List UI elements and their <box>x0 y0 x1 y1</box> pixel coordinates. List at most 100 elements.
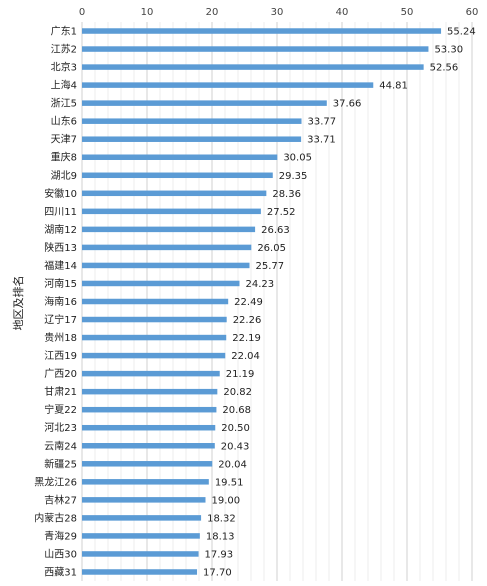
value-label: 44.81 <box>379 81 408 92</box>
value-label: 19.00 <box>212 495 241 506</box>
category-label: 山西30 <box>44 548 77 560</box>
value-label: 52.56 <box>430 63 459 74</box>
bar <box>82 226 256 233</box>
category-label: 湖南12 <box>44 223 77 236</box>
bar <box>82 406 217 413</box>
value-label: 33.77 <box>308 117 337 128</box>
value-label: 25.77 <box>256 261 285 272</box>
category-label: 天津7 <box>51 134 77 146</box>
value-labels: 55.24 53.30 52.56 44.81 37.66 33.77 33.71 30.05… <box>203 27 476 579</box>
value-label: 29.35 <box>279 171 308 182</box>
bar <box>82 28 442 34</box>
bar <box>82 515 202 521</box>
category-label: 甘肃21 <box>44 385 77 398</box>
value-label: 24.23 <box>245 279 274 290</box>
x-tick-label: 10 <box>141 7 154 18</box>
bar <box>82 569 198 575</box>
bar <box>82 461 213 467</box>
x-tick-label: 20 <box>206 7 219 18</box>
category-label: 河南15 <box>44 277 77 290</box>
value-label: 18.32 <box>207 513 236 524</box>
category-label: 福建14 <box>44 259 77 272</box>
bar <box>82 244 252 251</box>
value-label: 26.05 <box>257 243 286 254</box>
bar <box>82 100 327 106</box>
x-axis-ticks: 0 10 20 30 40 50 60 <box>79 7 479 18</box>
category-label: 海南16 <box>44 295 77 308</box>
value-label: 17.93 <box>205 549 234 560</box>
category-label: 吉林27 <box>44 493 77 506</box>
category-label: 河北23 <box>44 422 77 434</box>
value-label: 28.36 <box>272 189 301 200</box>
bar <box>82 352 226 359</box>
x-tick-label: 40 <box>336 7 349 18</box>
bar <box>82 334 227 341</box>
bar <box>82 118 302 124</box>
value-label: 22.26 <box>233 315 262 326</box>
value-label: 20.82 <box>223 387 252 398</box>
category-label: 新疆25 <box>44 457 77 470</box>
category-label: 江苏2 <box>51 43 77 56</box>
bar <box>82 388 218 395</box>
bar <box>82 533 200 539</box>
bar <box>82 551 199 557</box>
bar <box>82 424 216 431</box>
x-tick-label: 0 <box>79 7 85 18</box>
value-label: 22.49 <box>234 297 263 308</box>
category-label: 黑龙江26 <box>34 475 77 488</box>
x-tick-label: 30 <box>271 7 284 18</box>
bar <box>82 82 374 88</box>
value-label: 37.66 <box>333 99 362 110</box>
category-label: 湖北9 <box>51 170 77 182</box>
bar <box>82 316 227 323</box>
category-label: 浙江5 <box>51 98 77 110</box>
bar <box>82 136 302 142</box>
value-label: 18.13 <box>206 531 235 542</box>
value-label: 26.63 <box>261 225 290 236</box>
category-label: 云南24 <box>44 439 77 452</box>
bar <box>82 64 424 70</box>
bar <box>82 154 278 160</box>
category-label: 江西19 <box>44 350 77 362</box>
value-label: 22.19 <box>232 333 261 344</box>
category-label: 安徽10 <box>44 187 77 200</box>
value-label: 21.19 <box>226 369 255 380</box>
bar <box>82 280 240 287</box>
bar <box>82 370 220 377</box>
bar <box>82 443 215 449</box>
category-label: 广西20 <box>44 368 77 380</box>
category-label: 北京3 <box>51 61 77 74</box>
category-label: 山东6 <box>51 115 77 128</box>
category-label: 贵州18 <box>44 331 77 344</box>
category-label: 陕西13 <box>44 241 77 254</box>
bar <box>82 46 429 52</box>
category-label: 西藏31 <box>44 566 77 578</box>
value-label: 53.30 <box>434 45 463 56</box>
category-labels: 广东1 江苏2 北京3 上海4 浙江5 山东6 天津7 重庆8 湖北9 安徽10 四川11 湖南12 陕… <box>34 25 77 579</box>
value-label: 55.24 <box>447 27 476 38</box>
bar <box>82 262 250 269</box>
value-label: 33.71 <box>307 135 336 146</box>
bar <box>82 298 229 305</box>
value-label: 22.04 <box>231 351 260 362</box>
value-label: 20.50 <box>221 423 250 434</box>
x-tick-label: 50 <box>401 7 414 18</box>
bar <box>82 479 209 485</box>
bars <box>82 28 442 575</box>
value-label: 20.43 <box>221 441 250 452</box>
bar <box>82 208 261 215</box>
value-label: 30.05 <box>283 153 312 164</box>
category-label: 重庆8 <box>51 151 77 164</box>
x-tick-label: 60 <box>466 7 479 18</box>
bar <box>82 190 267 197</box>
category-label: 青海29 <box>44 529 77 542</box>
category-label: 宁夏22 <box>44 403 77 416</box>
category-label: 辽宁17 <box>44 313 77 326</box>
category-label: 四川11 <box>44 207 77 218</box>
value-label: 17.70 <box>203 567 232 578</box>
bar <box>82 497 206 503</box>
category-label: 内蒙古28 <box>34 511 77 524</box>
value-label: 20.68 <box>222 405 251 416</box>
y-axis-title: 地区及排名 <box>11 276 25 331</box>
